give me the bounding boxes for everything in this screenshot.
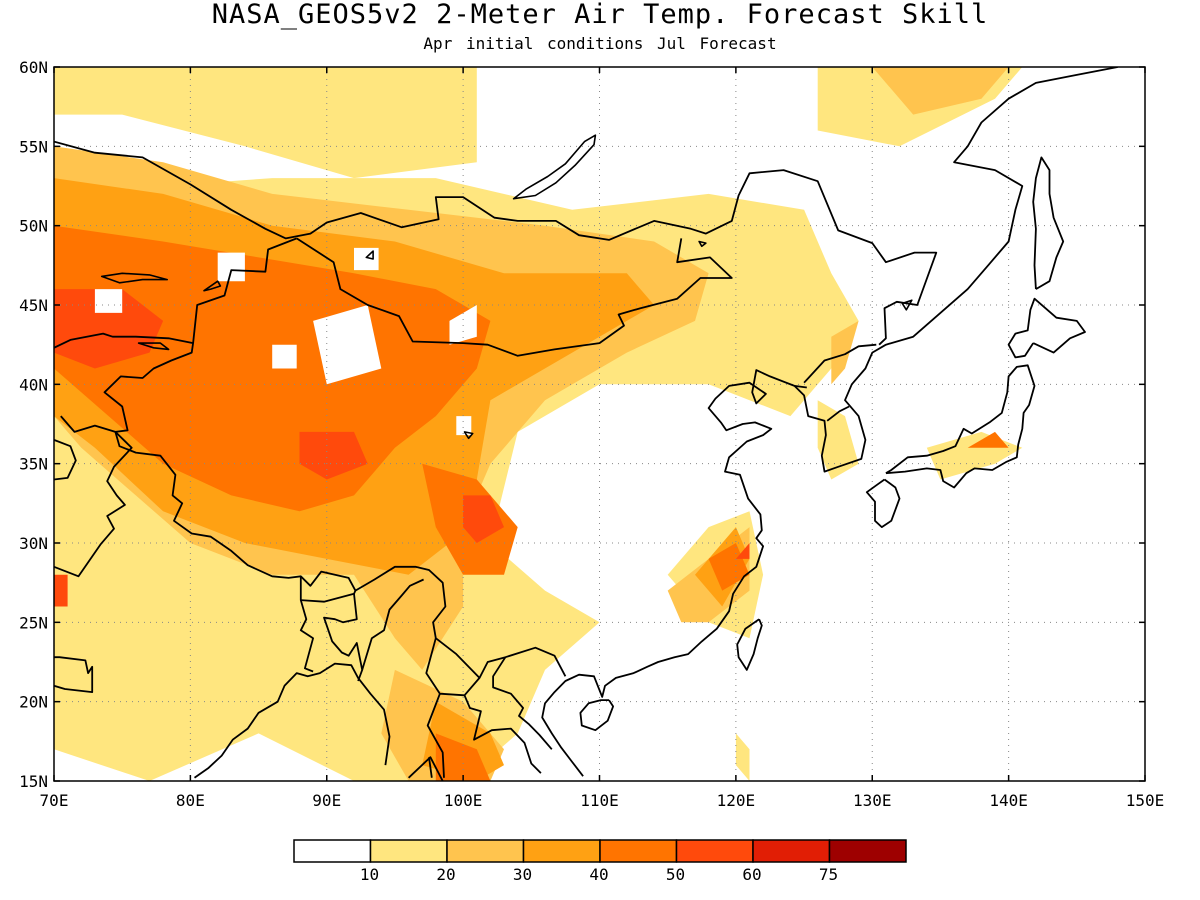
country-border-8 [361, 578, 424, 671]
country-border-12 [492, 656, 553, 750]
legend-label: 30 [513, 865, 532, 884]
lat-tick-label: 50N [19, 217, 48, 236]
coastline-2 [736, 618, 763, 671]
lake-outline-2 [137, 342, 170, 351]
coastline-1 [579, 699, 614, 732]
coastlines [54, 67, 1118, 781]
country-border-10 [463, 694, 542, 774]
lake-outline-0 [512, 134, 597, 200]
lon-tick-label: 80E [176, 791, 205, 810]
lon-tick-label: 100E [444, 791, 483, 810]
lakes [100, 134, 913, 440]
skill-region-28 [456, 416, 472, 436]
country-border-11 [426, 693, 445, 778]
lat-tick-label: 15N [19, 772, 48, 791]
coastline-9 [193, 662, 391, 779]
coastline-10 [54, 644, 94, 693]
lon-tick-label: 150E [1126, 791, 1165, 810]
country-border-6 [299, 576, 315, 673]
skill-region-10 [831, 320, 859, 385]
skill-region-6 [735, 733, 750, 781]
skill-region-18 [708, 543, 750, 591]
legend-label: 60 [742, 865, 761, 884]
country-border-13 [54, 431, 133, 578]
lon-tick-label: 90E [312, 791, 341, 810]
coastline-7 [794, 385, 807, 389]
country-border-1 [192, 237, 298, 344]
coastline-11 [407, 756, 444, 781]
skill-region-29 [449, 305, 477, 345]
skill-region-30 [313, 305, 382, 385]
coastline-0 [541, 67, 1118, 777]
legend-label: 75 [819, 865, 838, 884]
skill-contour-layer [54, 67, 1023, 781]
lat-tick-label: 60N [19, 58, 48, 77]
country-border-0 [54, 140, 938, 346]
legend-label: 10 [360, 865, 379, 884]
country-border-15 [803, 343, 877, 384]
lake-outline-1 [100, 272, 168, 284]
legend-swatch-0 [293, 839, 372, 863]
axis-ticks: 70E 80E 90E 100E 110E 120E 130E 140E 150E 15N 20N 2… [19, 58, 1164, 810]
country-border-16 [826, 405, 850, 422]
color-legend: 10 20 30 40 50 60 75 [293, 839, 907, 884]
lat-tick-label: 35N [19, 455, 48, 474]
lon-tick-label: 140E [989, 791, 1028, 810]
country-border-7 [323, 593, 364, 682]
skill-region-25 [94, 289, 123, 313]
chart-subtitle: Apr initial conditions Jul Forecast [423, 34, 777, 53]
legend-swatch-4 [599, 839, 678, 863]
lat-tick-label: 20N [19, 693, 48, 712]
legend-swatch-6 [752, 839, 831, 863]
lake-outline-7 [365, 250, 374, 260]
skill-region-22 [463, 495, 504, 543]
skill-region-26 [354, 247, 379, 271]
skill-region-31 [217, 252, 245, 282]
coastline-8 [428, 757, 433, 778]
lat-tick-label: 40N [19, 375, 48, 394]
lat-tick-label: 45N [19, 296, 48, 315]
skill-region-21 [299, 431, 368, 480]
legend-swatch-5 [675, 839, 754, 863]
skill-region-23 [54, 574, 68, 607]
lon-tick-label: 120E [717, 791, 756, 810]
lon-tick-label: 130E [853, 791, 892, 810]
skill-region-0 [54, 67, 477, 179]
legend-label: 20 [436, 865, 455, 884]
lake-outline-4 [698, 240, 707, 248]
legend-swatch-3 [522, 839, 601, 863]
lat-tick-label: 55N [19, 137, 48, 156]
country-border-5 [300, 590, 357, 603]
lat-tick-label: 30N [19, 534, 48, 553]
coastline-3 [865, 478, 901, 528]
skill-region-11 [872, 67, 1009, 115]
skill-region-19 [967, 431, 1009, 448]
country-border-14 [54, 439, 77, 481]
legend-swatch-7 [828, 839, 907, 863]
skill-region-27 [272, 344, 297, 369]
country-border-4 [114, 431, 567, 679]
coastline-6 [1032, 156, 1065, 290]
legend-label: 40 [589, 865, 608, 884]
legend-swatch-2 [446, 839, 525, 863]
coastline-5 [1007, 297, 1086, 359]
lon-tick-label: 70E [40, 791, 69, 810]
chart-title: NASA_GEOS5v2 2-Meter Air Temp. Forecast … [211, 0, 989, 30]
country-border-2 [296, 237, 733, 357]
legend-label: 50 [666, 865, 685, 884]
lon-tick-label: 110E [580, 791, 619, 810]
coastline-4 [885, 364, 1036, 489]
lake-outline-6 [203, 280, 222, 292]
lake-outline-3 [463, 431, 474, 440]
country-borders [54, 140, 938, 778]
skill-region-24 [735, 543, 750, 559]
lat-tick-label: 25N [19, 613, 48, 632]
legend-swatch-1 [369, 839, 448, 863]
lake-outline-5 [901, 299, 913, 311]
skill-region-20 [54, 289, 164, 369]
